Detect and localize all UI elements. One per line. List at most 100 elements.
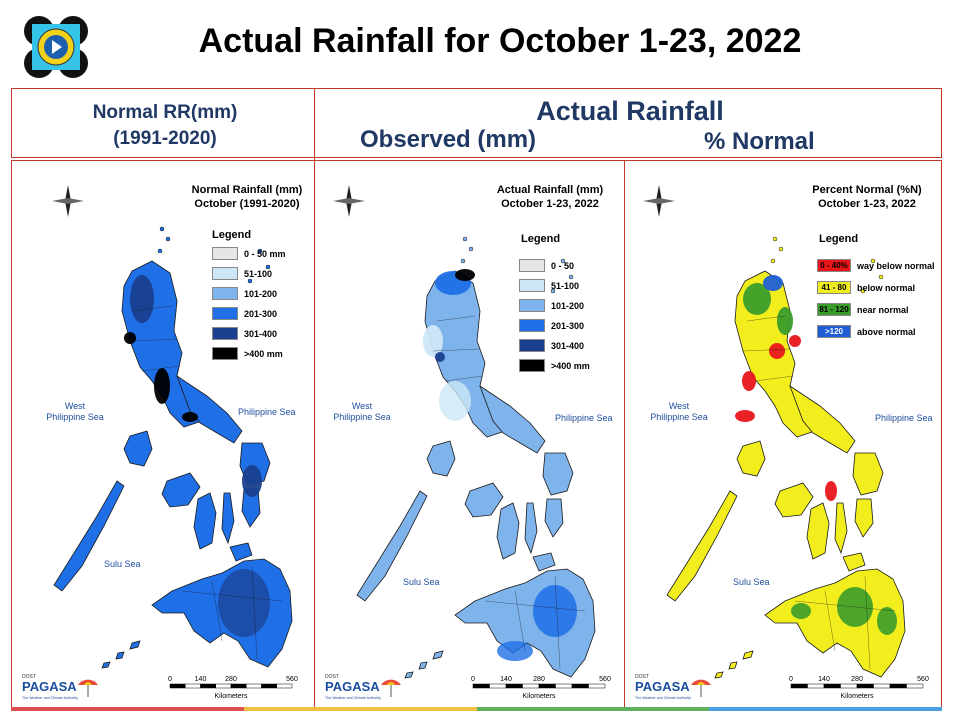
scale-segment xyxy=(840,683,858,689)
legend-swatch xyxy=(212,307,238,320)
scale-tick-label: 140 xyxy=(195,676,207,683)
legend-label: 51-100 xyxy=(551,280,580,291)
province-boundary xyxy=(251,565,258,660)
compass-icon xyxy=(643,185,675,217)
sea-label-west-line2: Philippine Sea xyxy=(46,412,104,422)
legend-item: 41 - 80 below normal xyxy=(817,281,915,294)
umbrella-stripe xyxy=(387,681,395,685)
panel-title: Normal Rainfall (mm) October (1991-2020) xyxy=(182,183,312,211)
rainfall-zone xyxy=(825,481,837,501)
legend-label: 0 - 50 xyxy=(551,260,575,271)
map-percent xyxy=(666,236,906,679)
scale-bar-graphic: 0 140 280 560 Kilometers xyxy=(168,676,298,700)
province-boundary xyxy=(141,365,181,372)
island-panay xyxy=(774,482,814,518)
island-leyte xyxy=(544,498,564,538)
scale-segment xyxy=(261,683,277,689)
island-panay xyxy=(464,482,504,518)
legend-swatch xyxy=(519,359,545,372)
island-palawan xyxy=(666,490,738,602)
small-island xyxy=(560,258,566,264)
rainfall-zone xyxy=(130,275,154,323)
province-boundary xyxy=(824,590,836,652)
sea-label-west-line1: West xyxy=(668,401,690,411)
legend-label: 201-300 xyxy=(244,308,278,319)
scale-segment xyxy=(522,683,540,689)
small-island xyxy=(550,288,556,294)
scale-unit-label: Kilometers xyxy=(522,693,556,700)
scale-tick-label: 560 xyxy=(599,676,611,683)
small-island xyxy=(468,246,474,252)
province-boundary xyxy=(864,575,871,670)
province-boundary xyxy=(181,590,283,602)
legend-swatch xyxy=(212,267,238,280)
scale-tick-label: 140 xyxy=(818,676,830,683)
sea-label-sulu: Sulu Sea xyxy=(403,577,440,587)
legend-swatch xyxy=(212,327,238,340)
legend-item: 101-200 xyxy=(519,299,584,312)
legend-label: below normal xyxy=(857,282,916,293)
legend-item: 301-400 xyxy=(212,327,277,340)
scale-bar-graphic: 0 140 280 560 Kilometers xyxy=(789,676,929,700)
rainfall-zone xyxy=(455,269,475,281)
rainfall-zone xyxy=(735,410,755,422)
scale-segment xyxy=(505,683,523,689)
scale-tick-label: 560 xyxy=(917,676,929,683)
panel-title-line1: Actual Rainfall (mm) xyxy=(496,184,604,196)
island-mindoro xyxy=(736,440,766,477)
province-boundary xyxy=(742,348,791,352)
legend-title: Legend xyxy=(212,229,252,241)
legend-item: >400 mm xyxy=(212,347,283,360)
legend-label: >400 mm xyxy=(551,360,590,371)
island-palawan xyxy=(356,490,428,602)
island-negros xyxy=(496,502,520,560)
rainfall-zone xyxy=(124,332,136,344)
island-cebu xyxy=(834,502,848,555)
island-palawan xyxy=(53,480,125,592)
map-actual xyxy=(356,236,596,679)
rainfall-zone xyxy=(439,381,471,421)
scale-segment xyxy=(571,683,589,689)
province-boundary xyxy=(444,375,484,382)
normal-rr-heading: Normal RR(mm) (1991-2020) xyxy=(40,100,290,152)
page-title: Actual Rainfall for October 1-23, 2022 xyxy=(198,22,802,60)
province-boundary xyxy=(754,375,794,382)
agency-slogan: The Weather and Climate Authority xyxy=(22,696,78,700)
rainfall-zone xyxy=(743,283,771,315)
scale-tick-label: 560 xyxy=(286,676,298,683)
legend-item: 201-300 xyxy=(212,307,277,320)
compass-icon xyxy=(333,185,365,217)
sea-label-east: Philippine Sea xyxy=(875,413,933,423)
scale-tick-label: 0 xyxy=(789,676,793,683)
sea-label-east: Philippine Sea xyxy=(555,413,613,423)
scale-bar: 0 140 280 560 Kilometers xyxy=(467,671,617,709)
panel-title: Actual Rainfall (mm) October 1-23, 2022 xyxy=(485,183,615,211)
sea-label-west-line1: West xyxy=(64,401,86,411)
legend-item: 101-200 xyxy=(212,287,277,300)
rainfall-zone xyxy=(877,607,897,635)
island-mindoro xyxy=(426,440,456,477)
legend-label: 201-300 xyxy=(551,320,585,331)
pagasa-logo: DOST PAGASA The Weather and Climate Author… xyxy=(18,669,100,703)
legend-item: 51-100 xyxy=(519,279,579,292)
rainfall-zone xyxy=(769,343,785,359)
legend-swatch xyxy=(519,259,545,272)
rainfall-zone xyxy=(242,465,262,497)
legend-swatch xyxy=(519,279,545,292)
panel-title-line2: October 1-23, 2022 xyxy=(501,198,599,210)
legend-item: 0 - 40% way below normal xyxy=(817,259,935,272)
scale-segment xyxy=(230,683,247,689)
island-bohol xyxy=(229,542,253,562)
legend-swatch xyxy=(519,299,545,312)
legend-swatch: 81 - 120 xyxy=(817,303,851,316)
province-boundary xyxy=(129,338,178,342)
map-normal xyxy=(53,226,293,669)
legend-swatch xyxy=(212,347,238,360)
small-island xyxy=(778,246,784,252)
small-island xyxy=(247,278,253,284)
rainfall-zone xyxy=(789,335,801,347)
island-negros xyxy=(193,492,217,550)
legend-label: 51-100 xyxy=(244,268,273,279)
